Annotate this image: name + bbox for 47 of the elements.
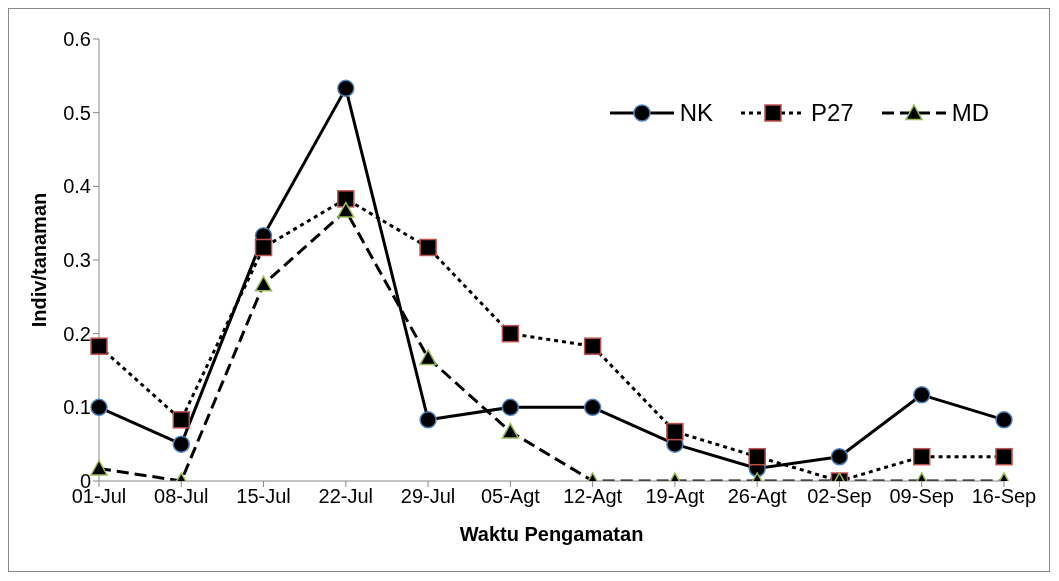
x-tick-label: 16-Sep <box>971 485 1037 508</box>
x-axis-title: Waktu Pengamatan <box>459 523 644 545</box>
point <box>583 398 602 417</box>
x-tick-label: 09-Sep <box>889 485 954 508</box>
x-tick-label: 15-Jul <box>236 485 291 508</box>
point <box>912 447 931 466</box>
point <box>583 337 602 355</box>
point <box>666 422 684 441</box>
y-tick-label: 0.6 <box>63 28 91 51</box>
point <box>337 201 355 218</box>
point <box>419 238 437 257</box>
point <box>419 411 437 429</box>
point <box>995 447 1013 466</box>
point <box>419 349 437 366</box>
legend-label: MD <box>951 99 989 127</box>
x-tick-label: 12-Agt <box>563 485 623 508</box>
point <box>995 411 1013 429</box>
point <box>90 337 108 355</box>
legend-label: NK <box>679 99 713 127</box>
x-tick-label: 05-Agt <box>480 485 541 508</box>
point <box>748 447 766 466</box>
y-tick-label: 0.4 <box>63 175 91 198</box>
x-tick-label: 26-Agt <box>727 485 788 508</box>
point <box>90 398 108 417</box>
point <box>501 324 520 343</box>
point <box>501 398 520 417</box>
y-tick-label: 0.3 <box>63 249 91 272</box>
y-tick-label: 0.1 <box>63 396 91 419</box>
y-axis-title: Indiv/tanaman <box>28 192 51 328</box>
point <box>90 459 108 476</box>
point <box>172 435 191 453</box>
point <box>254 275 273 292</box>
x-tick-label: 08-Jul <box>154 485 209 508</box>
point <box>830 447 849 466</box>
legend-label: P27 <box>810 99 854 127</box>
point <box>172 411 191 429</box>
point <box>254 238 273 257</box>
point <box>501 422 520 439</box>
x-tick-label: 19-Agt <box>645 485 705 508</box>
point <box>912 386 931 404</box>
x-tick-label: 02-Sep <box>807 485 872 508</box>
y-tick-label: 0.5 <box>63 101 91 124</box>
x-tick-label: 22-Jul <box>318 485 374 508</box>
point <box>337 79 355 98</box>
x-tick-label: 29-Jul <box>400 485 456 508</box>
point <box>337 190 355 208</box>
y-tick-label: 0.2 <box>63 322 91 345</box>
